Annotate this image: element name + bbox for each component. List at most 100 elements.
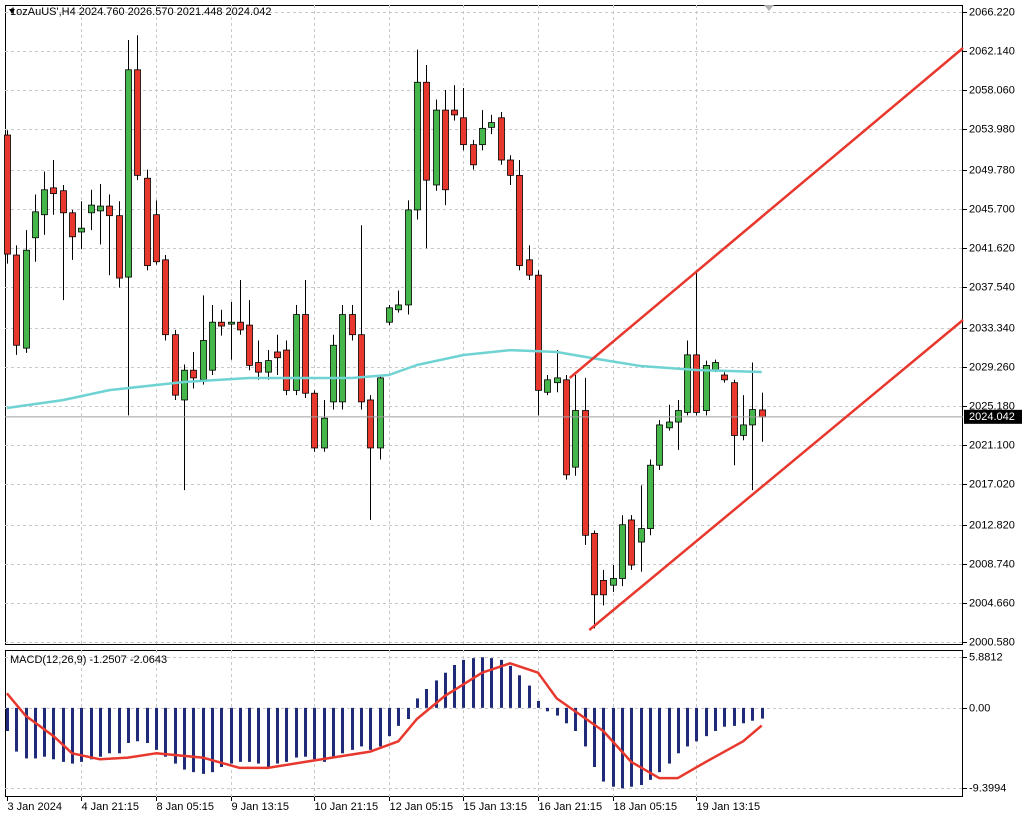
x-tick-label: 18 Jan 05:15 [614, 801, 678, 813]
x-tick-label: 15 Jan 13:15 [464, 801, 528, 813]
candle-body [423, 81, 430, 181]
candle-body [134, 69, 141, 176]
macd-bar [136, 707, 139, 742]
x-tick-label: 8 Jan 05:15 [157, 801, 215, 813]
candle-body [582, 410, 589, 536]
candle-body [414, 81, 421, 211]
candle-body [712, 362, 719, 371]
candle-body [153, 214, 160, 263]
macd-bar [621, 707, 624, 789]
macd-bar [304, 707, 307, 757]
macd-bar [453, 665, 456, 708]
macd-bar [211, 707, 214, 773]
candle-body [535, 274, 542, 391]
macd-bar [155, 707, 158, 750]
candle-body [619, 524, 626, 579]
candle-body [591, 532, 598, 596]
candle-body [498, 117, 505, 161]
candle-body [144, 177, 151, 266]
macd-bar [761, 707, 764, 719]
candle-body [125, 69, 132, 278]
candle-body [200, 340, 207, 381]
candle-body [572, 410, 579, 468]
macd-bar [668, 707, 671, 764]
macd-bar [593, 707, 596, 767]
macd-bar [80, 707, 83, 762]
macd-bar [267, 707, 270, 767]
candle-body [684, 354, 691, 413]
macd-panel-frame [5, 650, 963, 797]
macd-bar [444, 672, 447, 708]
macd-bar [174, 707, 177, 764]
candle-body [628, 519, 635, 566]
macd-bar [52, 707, 55, 760]
macd-bar [416, 698, 419, 708]
candle-body [656, 424, 663, 466]
candle-body [349, 314, 356, 336]
y-tick-label: 2062.140 [969, 45, 1015, 57]
macd-bar [602, 707, 605, 782]
candle-body [675, 410, 682, 423]
candle-body [526, 259, 533, 276]
macd-bar [490, 658, 493, 708]
macd-title: MACD(12,26,9) -1.2507 -2.0643 [10, 654, 167, 666]
macd-bar [276, 707, 279, 764]
candle-body [321, 417, 328, 449]
y-tick-label: 2033.340 [969, 322, 1015, 334]
candle-body [41, 189, 48, 216]
macd-bar [751, 707, 754, 721]
macd-bar [705, 707, 708, 737]
candle-body [302, 314, 309, 394]
candle-body [274, 351, 281, 359]
macd-bar [509, 665, 512, 708]
macd-bar [202, 707, 205, 774]
text-layer: 1ozAuUS',H4 2024.760 2026.570 2021.448 2… [8, 6, 1022, 813]
candle-body [759, 409, 766, 418]
candle-body [638, 528, 645, 543]
candle-body [23, 249, 30, 349]
candle-body [507, 159, 514, 176]
candle-body [600, 580, 607, 596]
candle-body [190, 369, 197, 379]
macd-bar [714, 707, 717, 731]
macd-bar [183, 707, 186, 770]
last-price-box [964, 409, 1022, 424]
candle-body [377, 377, 384, 449]
y-tick-label: 2058.060 [969, 84, 1015, 96]
line-series [588, 319, 964, 631]
candle-body [69, 212, 76, 238]
title-arrow [9, 9, 15, 14]
macd-bar [500, 659, 503, 708]
macd-bar [90, 707, 93, 760]
macd-bar [556, 707, 559, 716]
macd-bar [323, 707, 326, 762]
candle-body [246, 324, 253, 366]
candle-body [386, 307, 393, 323]
y-tick-label: 2037.540 [969, 281, 1015, 293]
macd-bar [481, 657, 484, 708]
y-tick-label: 2000.580 [969, 636, 1015, 648]
macd-bar [574, 707, 577, 731]
candle-body [78, 227, 85, 233]
y-tick-label: 2041.620 [969, 242, 1015, 254]
candle-body [479, 127, 486, 146]
candle-body [610, 578, 617, 586]
x-tick-label: 10 Jan 21:15 [315, 801, 379, 813]
y-tick-label: 2004.660 [969, 597, 1015, 609]
x-tick-label: 12 Jan 05:15 [390, 801, 454, 813]
macd-bar [677, 707, 680, 754]
candle-body [106, 205, 113, 217]
candle-body [162, 259, 169, 336]
candle-body [516, 174, 523, 266]
candle-body [330, 344, 337, 403]
macd-bar [25, 707, 28, 759]
macd-bar [546, 707, 549, 712]
shift-marker [764, 5, 774, 11]
candle-body [218, 321, 225, 327]
macd-bar [733, 707, 736, 726]
macd-bar [118, 707, 121, 754]
macd-bar [407, 707, 410, 719]
candle-body [228, 321, 235, 325]
macd-bar [257, 707, 260, 764]
